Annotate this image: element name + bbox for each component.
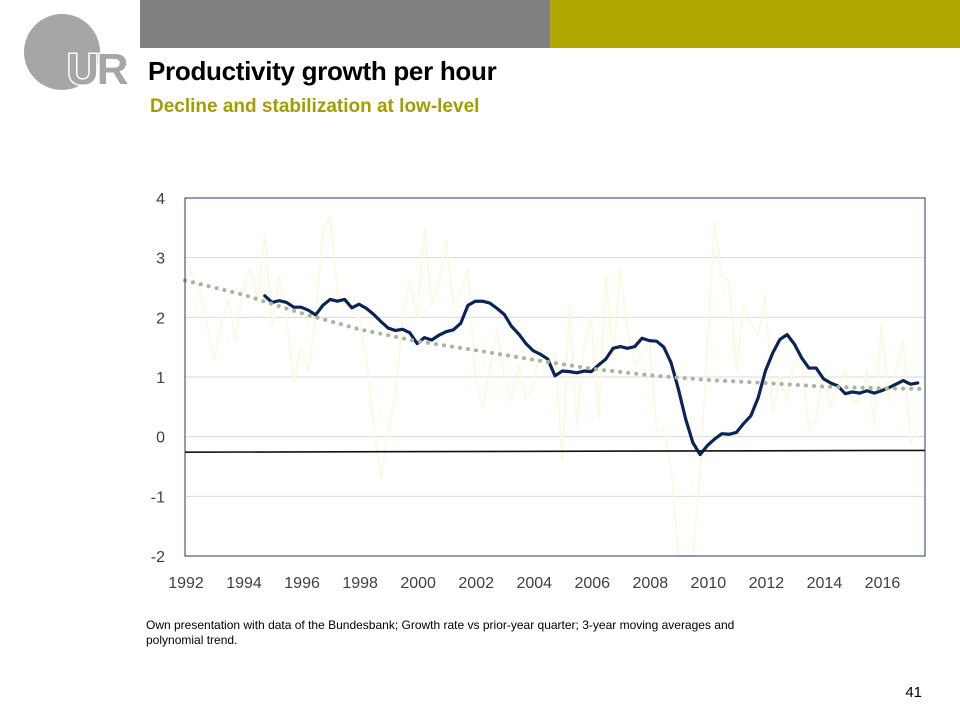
logo-circle — [24, 14, 100, 90]
x-tick-label: 1998 — [342, 575, 378, 592]
x-tick-label: 2012 — [749, 575, 785, 592]
series-moving-average-line — [263, 294, 920, 457]
x-tick-label: 2006 — [574, 575, 610, 592]
x-tick-label: 2010 — [691, 575, 727, 592]
x-tick-label: 1994 — [226, 575, 262, 592]
series-baseline-line — [184, 449, 926, 453]
y-tick-label: 3 — [156, 251, 165, 268]
productivity-chart: -2 -1 0 1 2 3 4 1992 1994 1996 1998 2000 2002 2004 20… — [151, 191, 927, 592]
series-quarterly-line — [184, 215, 919, 557]
y-tick-label: -1 — [151, 489, 165, 506]
plot-border — [184, 197, 926, 557]
x-tick-label: 2014 — [807, 575, 843, 592]
logo-text: UR — [67, 45, 128, 94]
y-tick-label: 1 — [156, 370, 165, 387]
x-tick-label: 2000 — [400, 575, 436, 592]
source-footnote: Own presentation with data of the Bundes… — [146, 618, 735, 647]
university-logo: UR — [24, 14, 131, 95]
y-axis-tick-labels: -2 -1 0 1 2 3 4 — [151, 191, 165, 566]
y-tick-label: 2 — [156, 310, 165, 327]
x-tick-label: 2016 — [865, 575, 901, 592]
page-number: 41 — [905, 684, 922, 701]
x-tick-label: 1992 — [168, 575, 204, 592]
x-axis-tick-labels: 1992 1994 1996 1998 2000 2002 2004 2006 2008 2010… — [168, 575, 900, 592]
x-tick-label: 2002 — [458, 575, 494, 592]
page-title: Productivity growth per hour — [148, 56, 497, 86]
y-tick-label: 0 — [156, 430, 165, 447]
header-bar-grey — [140, 0, 550, 48]
page-subtitle: Decline and stabilization at low-level — [150, 96, 480, 117]
x-tick-label: 2008 — [633, 575, 669, 592]
header-bar-olive — [550, 0, 960, 48]
series-trend-line — [183, 278, 927, 391]
y-tick-label: -2 — [151, 549, 165, 566]
y-tick-label: 4 — [156, 191, 165, 208]
x-tick-label: 1996 — [284, 575, 320, 592]
chart-series — [183, 215, 927, 557]
x-tick-label: 2004 — [516, 575, 552, 592]
